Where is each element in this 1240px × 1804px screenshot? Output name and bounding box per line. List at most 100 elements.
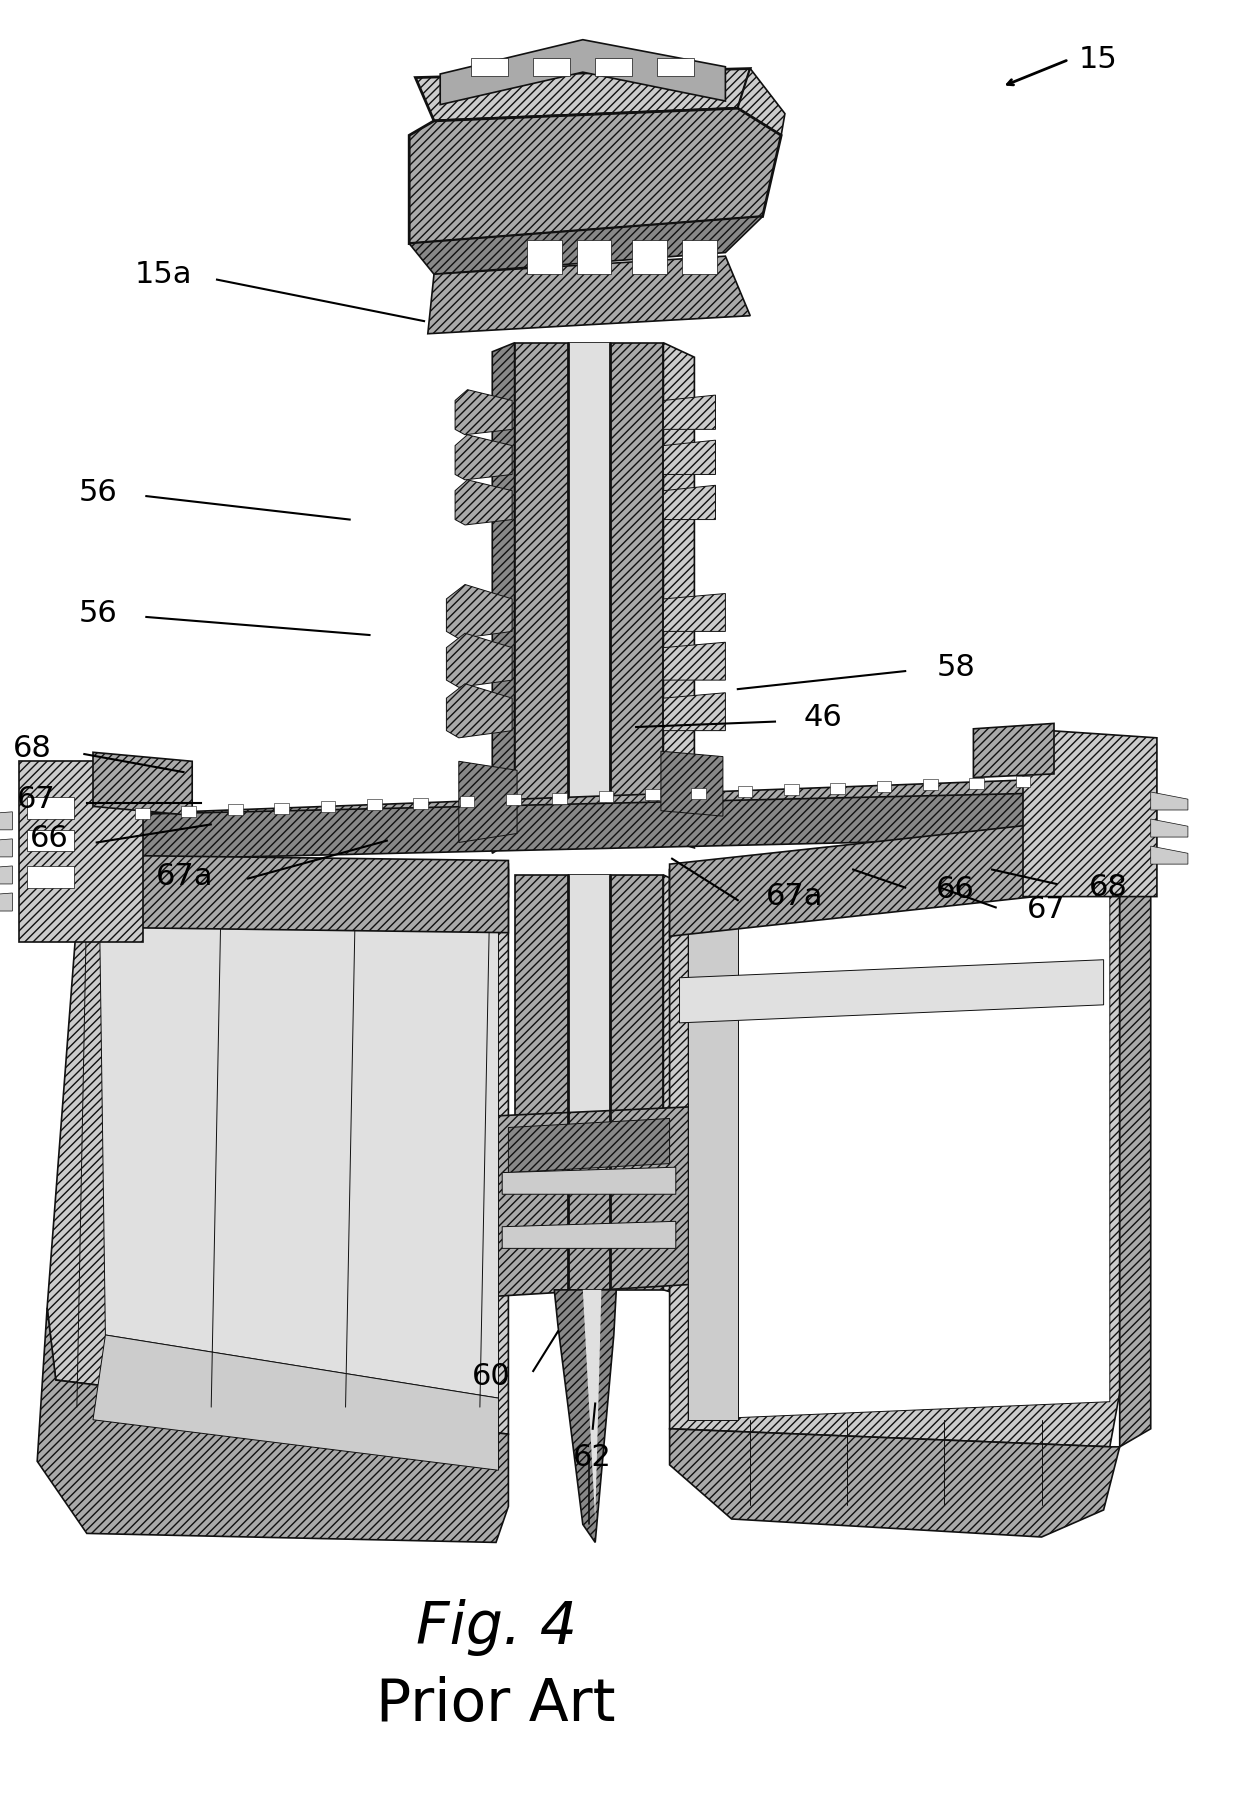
Polygon shape — [27, 830, 74, 851]
Polygon shape — [515, 875, 663, 1290]
Polygon shape — [663, 594, 725, 631]
Polygon shape — [446, 584, 512, 639]
Polygon shape — [577, 240, 611, 274]
Polygon shape — [440, 1104, 750, 1299]
Polygon shape — [455, 390, 512, 435]
Polygon shape — [657, 58, 694, 76]
Polygon shape — [492, 343, 515, 853]
Polygon shape — [47, 870, 508, 1434]
Polygon shape — [670, 1429, 1120, 1537]
Polygon shape — [93, 1335, 498, 1470]
Polygon shape — [568, 343, 610, 839]
Polygon shape — [508, 1118, 670, 1173]
Text: 66: 66 — [30, 824, 68, 853]
Polygon shape — [0, 839, 12, 857]
Polygon shape — [455, 435, 512, 480]
Polygon shape — [973, 723, 1054, 778]
Polygon shape — [87, 778, 1091, 828]
Polygon shape — [415, 69, 750, 121]
Polygon shape — [670, 819, 1085, 936]
Polygon shape — [515, 343, 663, 839]
Polygon shape — [663, 440, 715, 474]
Polygon shape — [0, 866, 12, 884]
Polygon shape — [367, 799, 382, 810]
Polygon shape — [688, 884, 738, 1420]
Polygon shape — [27, 866, 74, 888]
Polygon shape — [409, 108, 781, 244]
Polygon shape — [663, 875, 694, 1299]
Polygon shape — [1151, 846, 1188, 864]
Polygon shape — [459, 761, 517, 842]
Polygon shape — [440, 40, 725, 105]
Polygon shape — [460, 796, 475, 806]
Text: 67a: 67a — [766, 882, 823, 911]
Polygon shape — [0, 893, 12, 911]
Polygon shape — [670, 842, 1104, 902]
Text: 66: 66 — [936, 875, 975, 904]
Text: 15a: 15a — [135, 260, 192, 289]
Polygon shape — [552, 792, 567, 803]
Polygon shape — [428, 256, 750, 334]
Polygon shape — [663, 485, 715, 520]
Polygon shape — [1151, 792, 1188, 810]
Polygon shape — [663, 395, 715, 429]
Polygon shape — [506, 794, 521, 805]
Polygon shape — [320, 801, 335, 812]
Polygon shape — [554, 1290, 616, 1542]
Polygon shape — [691, 788, 706, 799]
Text: 60: 60 — [472, 1362, 511, 1391]
Polygon shape — [527, 240, 562, 274]
Text: 68: 68 — [14, 734, 52, 763]
Polygon shape — [1023, 729, 1157, 897]
Polygon shape — [274, 803, 289, 814]
Polygon shape — [471, 58, 508, 76]
Polygon shape — [970, 778, 985, 788]
Polygon shape — [19, 761, 143, 942]
Polygon shape — [663, 693, 725, 731]
Polygon shape — [93, 752, 192, 815]
Polygon shape — [595, 58, 632, 76]
Polygon shape — [87, 851, 508, 897]
Polygon shape — [502, 1221, 676, 1248]
Polygon shape — [455, 480, 512, 525]
Text: 67: 67 — [17, 785, 56, 814]
Polygon shape — [27, 797, 74, 819]
Polygon shape — [738, 787, 753, 797]
Polygon shape — [632, 240, 667, 274]
Polygon shape — [228, 805, 243, 815]
Polygon shape — [1016, 776, 1030, 787]
Polygon shape — [87, 792, 1091, 861]
Polygon shape — [37, 1308, 508, 1542]
Polygon shape — [784, 785, 799, 796]
Polygon shape — [1120, 837, 1151, 1447]
Text: Prior Art: Prior Art — [376, 1676, 616, 1734]
Polygon shape — [738, 69, 785, 135]
Polygon shape — [923, 779, 937, 790]
Polygon shape — [877, 781, 892, 792]
Text: 67a: 67a — [156, 862, 213, 891]
Polygon shape — [599, 792, 614, 803]
Polygon shape — [663, 642, 725, 680]
Polygon shape — [583, 1290, 601, 1521]
Polygon shape — [670, 837, 1120, 1447]
Text: 68: 68 — [1089, 873, 1127, 902]
Polygon shape — [682, 240, 717, 274]
Polygon shape — [93, 855, 508, 933]
Text: 56: 56 — [79, 599, 118, 628]
Polygon shape — [446, 633, 512, 687]
Text: 46: 46 — [804, 704, 842, 732]
Polygon shape — [99, 891, 498, 1398]
Polygon shape — [135, 808, 150, 819]
Text: 67: 67 — [1027, 895, 1065, 924]
Polygon shape — [663, 343, 694, 848]
Polygon shape — [413, 797, 428, 808]
Polygon shape — [533, 58, 570, 76]
Polygon shape — [409, 216, 763, 274]
Polygon shape — [568, 875, 610, 1290]
Polygon shape — [645, 790, 660, 801]
Polygon shape — [688, 855, 1110, 1420]
Polygon shape — [1151, 819, 1188, 837]
Text: 58: 58 — [936, 653, 975, 682]
Text: Fig. 4: Fig. 4 — [415, 1598, 577, 1656]
Polygon shape — [181, 806, 196, 817]
